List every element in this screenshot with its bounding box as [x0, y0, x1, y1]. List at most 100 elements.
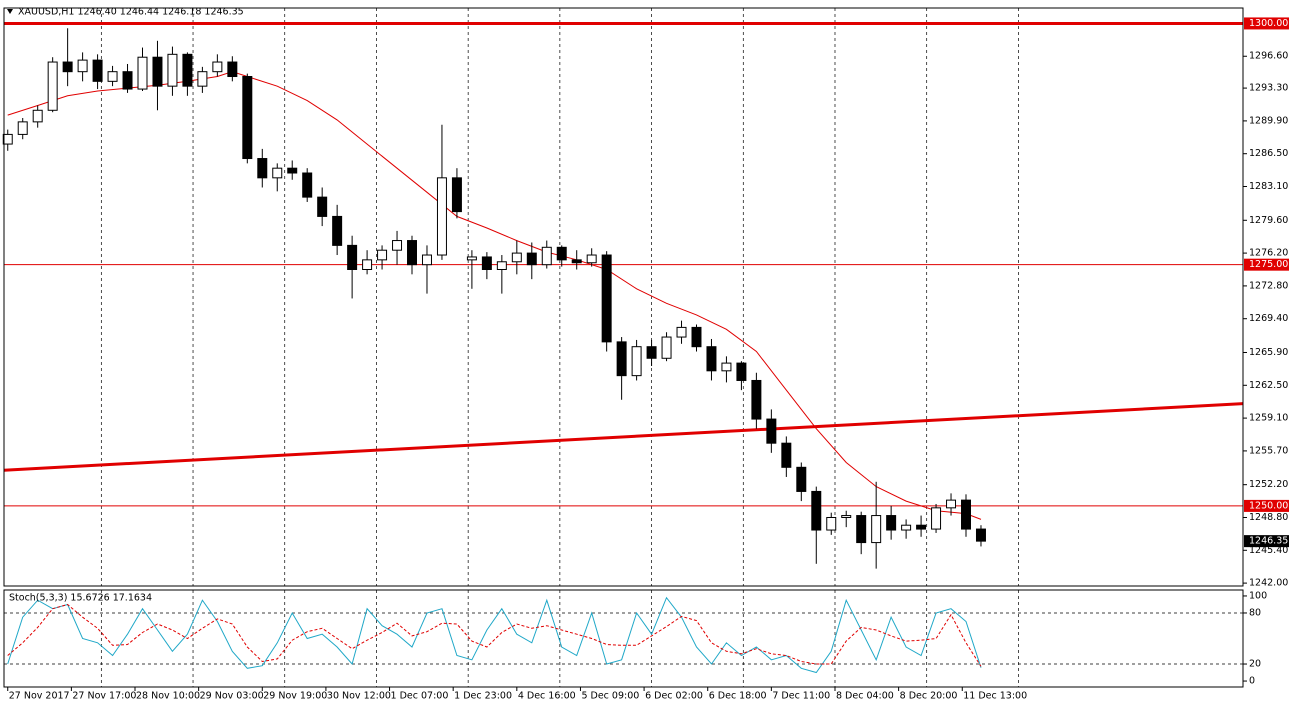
y-tick-label: 1289.90 [1249, 115, 1288, 126]
candle-body [212, 61, 223, 73]
candle-body [167, 53, 178, 87]
candle-body [706, 346, 717, 372]
x-tick-label: 28 Nov 10:00 [136, 691, 200, 702]
candle-body [227, 61, 238, 78]
y-tick-label: 1276.20 [1249, 248, 1288, 259]
candle-body [421, 254, 432, 266]
candle-body [496, 261, 507, 270]
y-tick-label: 80 [1249, 607, 1261, 618]
candle-body [661, 336, 672, 359]
candle-body [407, 240, 418, 266]
candle-body [766, 418, 777, 444]
y-tick-label: 1296.60 [1249, 51, 1288, 62]
y-tick-label: 1272.80 [1249, 280, 1288, 291]
trendline [3, 402, 1244, 472]
candle-body [436, 177, 447, 256]
level-label: 1275.00 [1249, 259, 1288, 270]
y-tick-label: 1242.00 [1249, 578, 1288, 589]
stoch-title: Stoch(5,3,3) 15.6726 17.1634 [9, 593, 152, 604]
candle-body [601, 254, 612, 343]
candle-body [242, 76, 253, 160]
candle-body [2, 133, 13, 145]
candle-body [377, 249, 388, 261]
candle-body [946, 499, 957, 509]
x-tick-label: 30 Nov 12:00 [327, 691, 391, 702]
y-tick-label: 1248.80 [1249, 512, 1288, 523]
y-tick-label: 1255.70 [1249, 445, 1288, 456]
candle-body [691, 326, 702, 348]
y-tick-label: 1245.40 [1249, 545, 1288, 556]
candle-body [646, 346, 657, 359]
candle-body [811, 490, 822, 531]
level-tag [1244, 499, 1289, 512]
stoch-frame [3, 589, 1244, 688]
candle-body [526, 252, 537, 266]
candle-body [916, 524, 927, 530]
x-tick-label: 27 Nov 17:00 [72, 691, 136, 702]
x-tick-label: 29 Nov 19:00 [263, 691, 327, 702]
candle-body [317, 196, 328, 217]
candle-body [796, 466, 807, 492]
candle-body [586, 254, 597, 264]
candle-body [826, 516, 837, 531]
candle-body [332, 215, 343, 246]
stoch-line [7, 603, 982, 667]
price-label: 1246.35 [1249, 536, 1288, 547]
x-tick-label: 7 Dec 11:00 [772, 691, 830, 702]
level-label: 1300.00 [1249, 18, 1288, 29]
candle-body [197, 71, 208, 87]
candle-body [107, 71, 118, 82]
candle-body [541, 246, 552, 266]
candle-body [302, 172, 313, 198]
x-tick-label: 11 Dec 13:00 [963, 691, 1027, 702]
candle-body [347, 244, 358, 270]
candle-body [32, 109, 43, 123]
candle-body [616, 341, 627, 377]
y-tick-label: 1262.50 [1249, 380, 1288, 391]
candle-body [481, 256, 492, 270]
level-tag [1244, 17, 1289, 30]
candle-body [871, 515, 882, 544]
y-tick-label: 1259.10 [1249, 413, 1288, 424]
candle-body [122, 71, 133, 90]
candle-body [571, 259, 582, 264]
candle-body [931, 507, 942, 530]
y-tick-label: 1286.50 [1249, 148, 1288, 159]
candle-body [631, 346, 642, 377]
y-tick-label: 1265.90 [1249, 347, 1288, 358]
x-tick-label: 6 Dec 02:00 [645, 691, 703, 702]
x-tick-label: 6 Dec 18:00 [709, 691, 767, 702]
x-tick-label: 5 Dec 09:00 [581, 691, 639, 702]
candle-body [466, 256, 477, 261]
candle-body [676, 326, 687, 338]
y-tick-label: 1283.10 [1249, 181, 1288, 192]
candle-body [736, 362, 747, 381]
candle-body [137, 56, 148, 90]
candle-body [362, 259, 373, 270]
y-tick-label: 1293.30 [1249, 83, 1288, 94]
candle-body [781, 442, 792, 468]
y-tick-label: 1252.20 [1249, 479, 1288, 490]
y-tick-label: 100 [1249, 590, 1267, 601]
price-tag [1244, 535, 1289, 548]
candle-body [975, 528, 986, 542]
candle-body [856, 515, 867, 544]
menu-arrow[interactable] [7, 9, 13, 14]
x-tick-label: 27 Nov 2017 [9, 691, 70, 702]
candle-body [257, 158, 268, 179]
candle-body [152, 56, 163, 87]
y-tick-label: 20 [1249, 659, 1261, 670]
candle-body [62, 61, 73, 73]
candle-body [901, 524, 912, 531]
chart-title: XAUUSD,H1 1246.40 1246.44 1246.18 1246.3… [18, 7, 244, 18]
candle-body [17, 121, 28, 135]
candle-body [392, 240, 403, 251]
candle-body [182, 53, 193, 87]
x-tick-label: 8 Dec 04:00 [836, 691, 894, 702]
candle-body [961, 499, 971, 530]
candle-body [272, 167, 283, 179]
x-tick-label: 29 Nov 03:00 [200, 691, 264, 702]
candle-body [556, 246, 567, 261]
